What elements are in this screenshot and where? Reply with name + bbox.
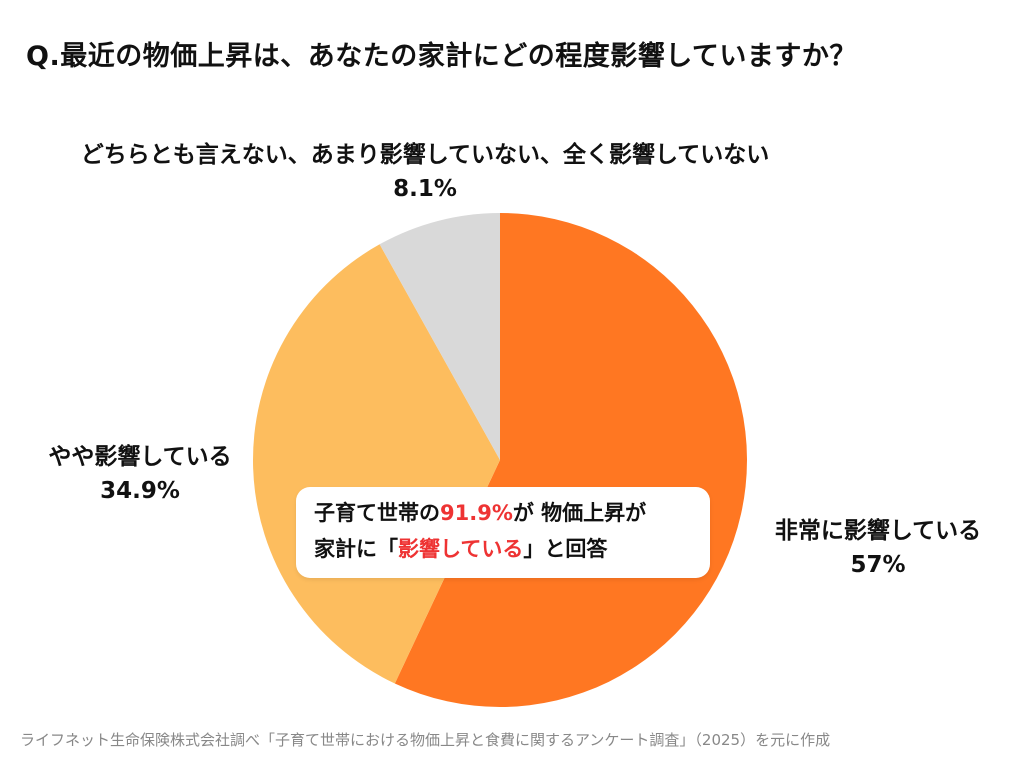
pie-slice-other: [379, 213, 500, 460]
slice-label-somewhat-value: 34.9%: [100, 478, 180, 504]
slice-label-very-value: 57%: [850, 552, 906, 578]
slice-label-very: 非常に影響している 57%: [748, 514, 1008, 582]
callout-text: が 物価上昇が: [512, 501, 647, 525]
callout-highlight-phrase: 影響している: [398, 537, 524, 561]
pie-slice-very: [394, 213, 747, 708]
callout-highlight-percent: 91.9%: [440, 501, 513, 525]
callout-box: 子育て世帯の91.9%が 物価上昇が 家計に「影響している」と回答: [296, 487, 710, 578]
callout-text: 」と回答: [523, 537, 608, 561]
callout-line-2: 家計に「影響している」と回答: [314, 531, 710, 567]
callout-line-1: 子育て世帯の91.9%が 物価上昇が: [314, 495, 710, 531]
callout-text: 家計に「: [314, 537, 398, 561]
slice-label-other: どちらとも言えない、あまり影響していない、全く影響していない 8.1%: [10, 138, 840, 206]
source-note: ライフネット生命保険株式会社調べ「子育て世帯における物価上昇と食費に関するアンケ…: [20, 731, 831, 749]
slice-label-other-value: 8.1%: [393, 176, 457, 202]
slice-label-very-name: 非常に影響している: [774, 518, 982, 544]
slice-label-somewhat-name: やや影響している: [48, 444, 232, 470]
slice-label-other-name: どちらとも言えない、あまり影響していない、全く影響していない: [80, 142, 770, 168]
callout-text: 子育て世帯の: [314, 501, 440, 525]
question-title: Q.最近の物価上昇は、あなたの家計にどの程度影響していますか？: [26, 41, 857, 72]
slice-label-somewhat: やや影響している 34.9%: [20, 440, 260, 508]
